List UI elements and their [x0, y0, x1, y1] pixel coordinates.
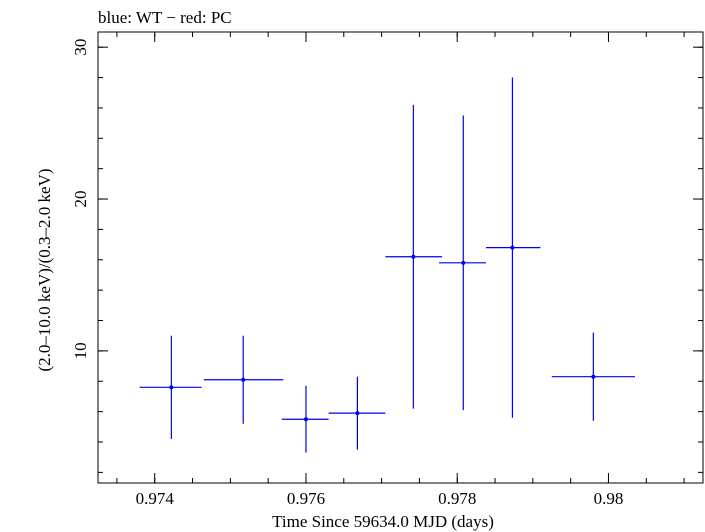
- data-point: [510, 245, 515, 250]
- axis-ticks: [98, 32, 703, 483]
- y-tick-label: 20: [71, 191, 90, 208]
- x-tick-label: 0.978: [438, 489, 476, 508]
- data-point: [591, 374, 596, 379]
- data-point: [411, 254, 416, 259]
- tick-labels: 0.974 0.976 0.978 0.98 10 20 30: [71, 39, 623, 508]
- data-point: [241, 377, 246, 382]
- chart-title: blue: WT − red: PC: [98, 8, 232, 27]
- data-point: [461, 260, 466, 265]
- data-point: [169, 385, 174, 390]
- y-axis-label: (2.0–10.0 keV)/(0.3–2.0 keV): [35, 168, 54, 371]
- x-axis-label: Time Since 59634.0 MJD (days): [272, 512, 494, 531]
- data-points: [139, 77, 635, 453]
- data-point: [303, 417, 308, 422]
- plot-frame: [97, 31, 704, 484]
- y-tick-label: 10: [71, 342, 90, 359]
- y-tick-label: 30: [71, 39, 90, 56]
- x-tick-label: 0.974: [136, 489, 175, 508]
- data-point: [355, 411, 360, 416]
- x-tick-label: 0.976: [287, 489, 325, 508]
- x-tick-label: 0.98: [594, 489, 624, 508]
